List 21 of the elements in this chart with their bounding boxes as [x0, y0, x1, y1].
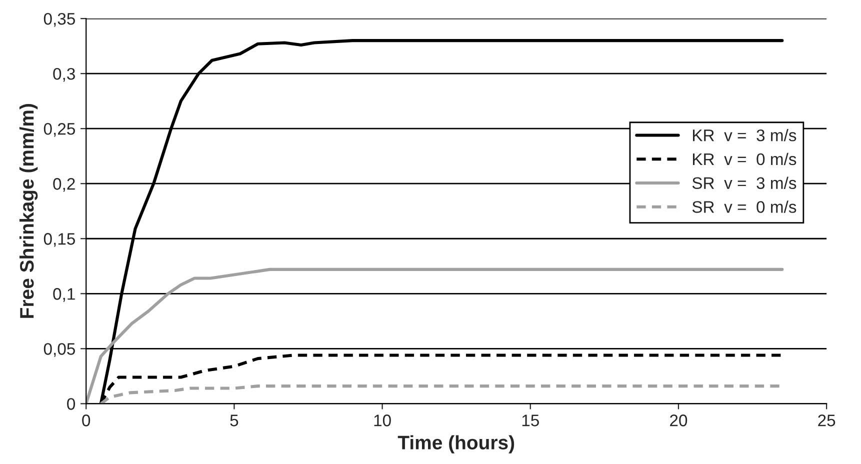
y-tick-label: 0,15	[44, 233, 75, 247]
legend-label: KR v = 3 m/s	[693, 129, 796, 142]
y-axis-title: Free Shrinkage (mm/m)	[19, 104, 38, 318]
x-tick-label: 25	[818, 414, 836, 426]
x-tick-label: 5	[230, 414, 238, 426]
y-tick-label: 0,25	[44, 122, 75, 137]
x-tick-label: 15	[522, 414, 539, 426]
x-axis-title: Time (hours)	[398, 435, 514, 454]
y-tick-label: 0,05	[44, 343, 75, 357]
y-tick-label: 0,3	[53, 68, 75, 82]
y-tick-label: 0,2	[53, 178, 75, 192]
legend-label: SR v = 0 m/s	[692, 200, 796, 213]
legend-label: SR v = 3 m/s	[692, 176, 796, 190]
y-tick-label: 0,1	[53, 288, 75, 302]
x-tick-label: 20	[670, 414, 688, 426]
y-tick-label: 0,35	[44, 12, 75, 27]
legend-label: KR v = 0 m/s	[693, 152, 796, 166]
x-tick-label: 0	[82, 414, 90, 426]
line-series	[86, 268, 784, 404]
y-tick-label: 0	[67, 398, 76, 410]
x-tick-label: 10	[374, 414, 391, 426]
